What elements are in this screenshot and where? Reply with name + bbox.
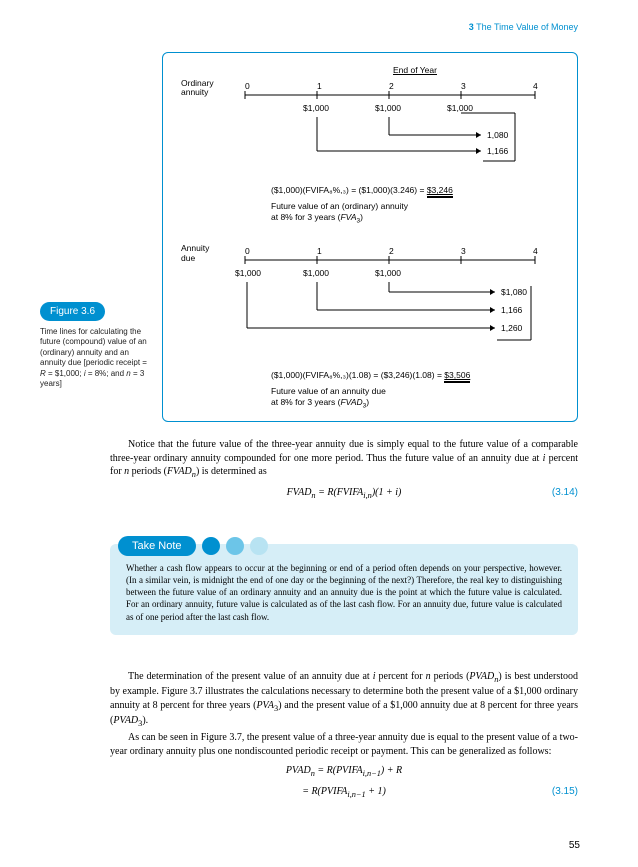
svg-text:1,166: 1,166: [501, 305, 523, 315]
due-label: Annuitydue: [181, 244, 233, 263]
svg-text:1: 1: [317, 246, 322, 256]
svg-text:2: 2: [389, 246, 394, 256]
figure-diagram: End of Year Ordinaryannuity 0 1 2 3 4 $1,000…: [162, 52, 578, 422]
para-determination: The determination of the present value o…: [110, 670, 578, 729]
chapter-title: The Time Value of Money: [476, 22, 578, 32]
due-calc: ($1,000)(FVIFA₈%,₃)(1.08) = ($3,246)(1.0…: [271, 370, 559, 380]
dot-icon: [250, 537, 268, 555]
due-result: $3,506: [444, 370, 470, 383]
equation-3-14: FVADn = R(FVIFAi,n)(1 + i)(3.14): [110, 486, 578, 501]
ordinary-timeline-svg: 0 1 2 3 4 $1,000 $1,000 $1,000 1,166 1,080: [235, 79, 545, 179]
figure-label: Figure 3.6 Time lines for calculating th…: [40, 302, 150, 389]
para-notice: Notice that the future value of the thre…: [110, 438, 578, 480]
page-number: 55: [569, 840, 580, 851]
svg-text:0: 0: [245, 246, 250, 256]
svg-text:$1,000: $1,000: [375, 268, 401, 278]
svg-text:$1,000: $1,000: [375, 103, 401, 113]
svg-text:3: 3: [461, 81, 466, 91]
ordinary-label: Ordinaryannuity: [181, 79, 233, 98]
figure-caption: Time lines for calculating the future (c…: [40, 327, 150, 389]
take-note-pill: Take Note: [118, 536, 196, 556]
svg-text:1: 1: [317, 81, 322, 91]
ordinary-result: $3,246: [427, 185, 453, 198]
end-of-year-label: End of Year: [271, 65, 559, 75]
svg-text:4: 4: [533, 81, 538, 91]
svg-text:$1,000: $1,000: [235, 268, 261, 278]
ordinary-desc: Future value of an (ordinary) annuityat …: [271, 201, 559, 226]
body-paragraph-1: Notice that the future value of the thre…: [110, 438, 578, 507]
equation-3-15b: = R(PVIFAi,n−1 + 1)(3.15): [110, 785, 578, 800]
dot-icon: [202, 537, 220, 555]
svg-text:$1,080: $1,080: [501, 287, 527, 297]
page-header: 3 The Time Value of Money: [469, 22, 578, 32]
due-desc: Future value of an annuity dueat 8% for …: [271, 386, 559, 411]
figure-badge: Figure 3.6: [40, 302, 105, 321]
svg-text:2: 2: [389, 81, 394, 91]
take-note-header: Take Note: [118, 536, 578, 556]
svg-text:1,260: 1,260: [501, 323, 523, 333]
take-note-body: Whether a cash flow appears to occur at …: [110, 544, 578, 635]
annuity-due-block: Annuitydue 0 1 2 3 4 $1,000 $1,000 $1,000 $1,0…: [181, 244, 559, 411]
chapter-number: 3: [469, 22, 474, 32]
svg-text:$1,000: $1,000: [303, 268, 329, 278]
due-timeline-svg: 01234 $1,000$1,000$1,000 $1,080 1,166 1: [235, 244, 545, 364]
svg-text:$1,000: $1,000: [303, 103, 329, 113]
svg-text:0: 0: [245, 81, 250, 91]
svg-text:1,166: 1,166: [487, 146, 509, 156]
svg-text:3: 3: [461, 246, 466, 256]
ordinary-calc: ($1,000)(FVIFA₈%,₃) = ($1,000)(3.246) = …: [271, 185, 559, 195]
svg-text:1,080: 1,080: [487, 130, 509, 140]
dot-icon: [226, 537, 244, 555]
take-note-box: Take Note Whether a cash flow appears to…: [110, 536, 578, 635]
svg-text:$1,000: $1,000: [447, 103, 473, 113]
eqn-num-315: (3.15): [552, 785, 578, 799]
ordinary-annuity-block: Ordinaryannuity 0 1 2 3 4 $1,000 $1,000 $1,000…: [181, 79, 559, 226]
para-as-seen: As can be seen in Figure 3.7, the presen…: [110, 731, 578, 758]
eqn-num-314: (3.14): [552, 486, 578, 500]
equation-3-15a: PVADn = R(PVIFAi,n−1) + R: [110, 764, 578, 779]
body-paragraph-2: The determination of the present value o…: [110, 670, 578, 807]
svg-text:4: 4: [533, 246, 538, 256]
